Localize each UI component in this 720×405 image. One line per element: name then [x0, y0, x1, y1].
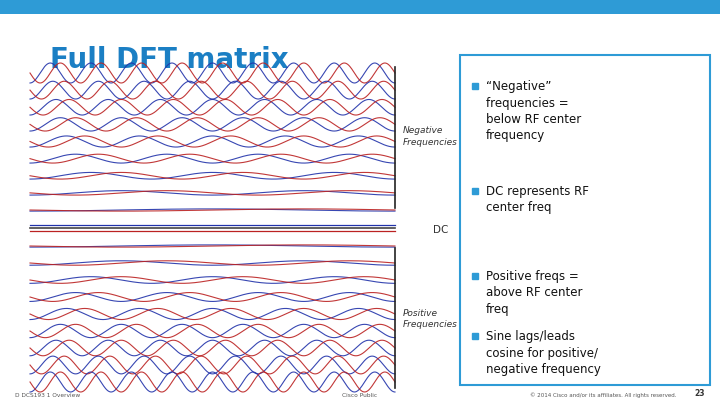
Bar [0, 0, 720, 14]
Text: Positive freqs =
above RF center
freq: Positive freqs = above RF center freq [486, 270, 582, 316]
Text: Positive
Frequencies: Positive Frequencies [403, 309, 458, 329]
Text: DC represents RF
center freq: DC represents RF center freq [486, 185, 589, 215]
Text: Sine lags/leads
cosine for positive/
negative frequency: Sine lags/leads cosine for positive/ neg… [486, 330, 601, 376]
Text: Full DFT matrix: Full DFT matrix [50, 46, 289, 74]
Text: © 2014 Cisco and/or its affiliates. All rights reserved.: © 2014 Cisco and/or its affiliates. All … [530, 392, 677, 398]
FancyBboxPatch shape [460, 55, 710, 385]
Text: Negative
Frequencies: Negative Frequencies [403, 126, 458, 147]
Text: “Negative”
frequencies =
below RF center
frequency: “Negative” frequencies = below RF center… [486, 80, 581, 143]
Text: DC: DC [433, 225, 449, 235]
Text: 23: 23 [695, 389, 705, 398]
Text: D DCS193 1 Overview: D DCS193 1 Overview [15, 393, 80, 398]
Text: Cisco Public: Cisco Public [343, 393, 377, 398]
